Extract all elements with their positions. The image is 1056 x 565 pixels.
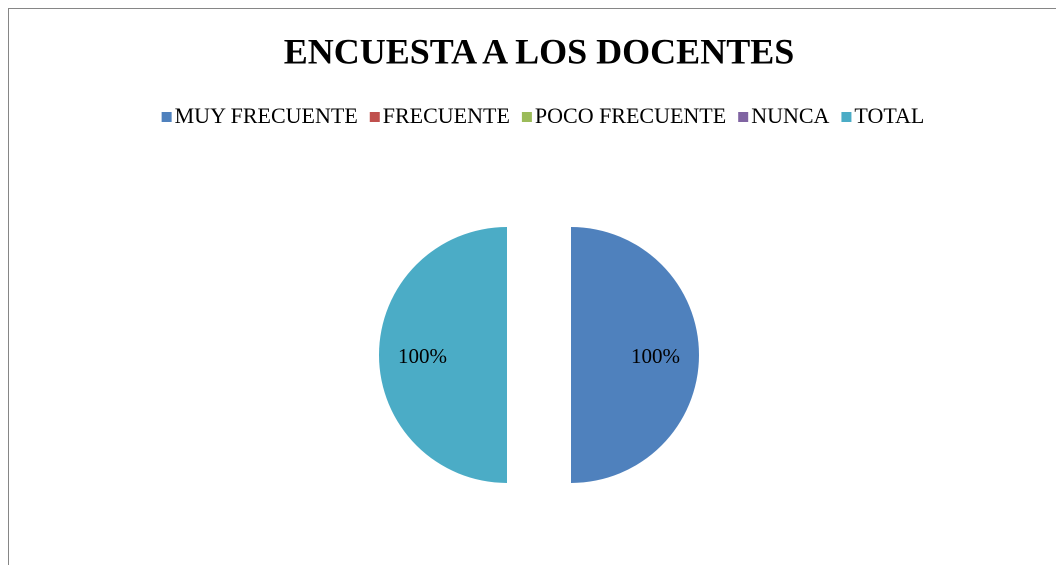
data-label: 100% [631,344,680,368]
chart-title: ENCUESTA A LOS DOCENTES [284,31,795,71]
legend-label: POCO FRECUENTE [535,103,726,128]
legend-label: MUY FRECUENTE [175,103,358,128]
legend-swatch [161,112,172,122]
pie-slice [379,227,507,483]
pie-slice [571,227,699,483]
legend-swatch [369,112,380,122]
chart-border [8,8,1056,565]
legend-label: FRECUENTE [383,103,510,128]
legend-label: NUNCA [751,103,829,128]
legend-swatch [738,112,749,122]
legend-label: TOTAL [854,103,924,128]
legend-swatch [521,112,532,122]
legend-swatch [841,112,852,122]
data-label: 100% [398,344,447,368]
